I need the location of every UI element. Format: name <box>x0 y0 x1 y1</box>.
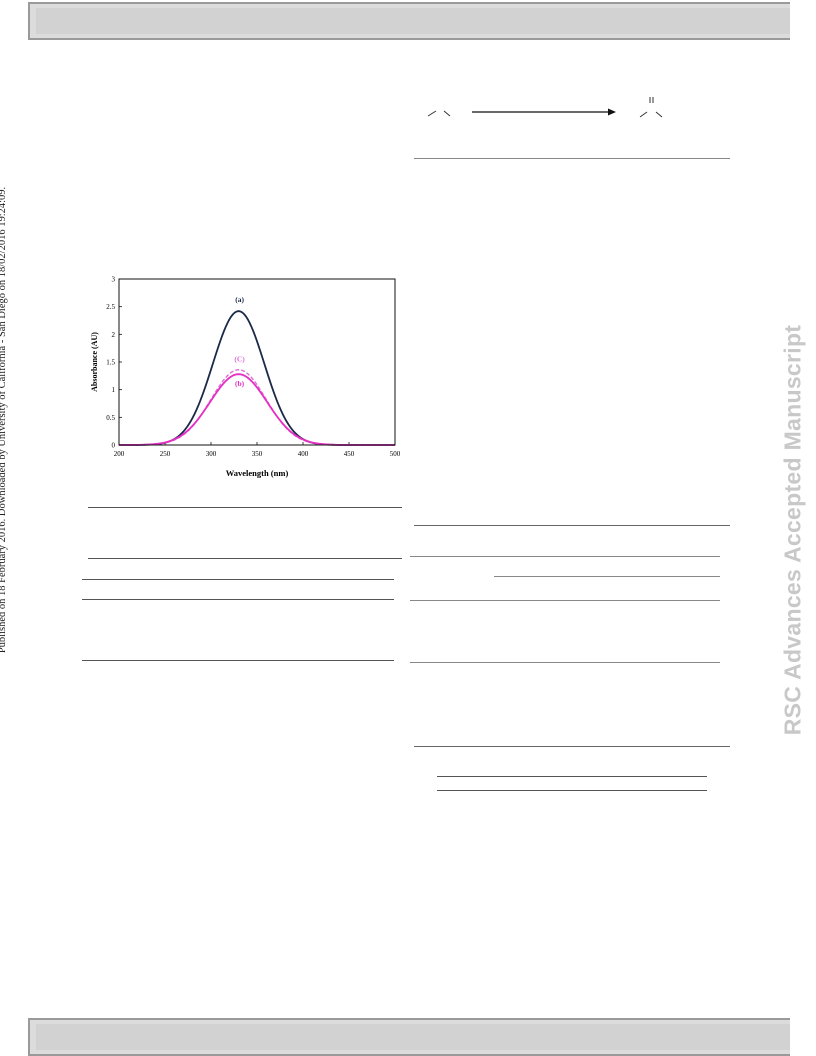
table-rule <box>410 556 720 557</box>
x-tick-label: 500 <box>390 450 401 458</box>
x-tick-label: 300 <box>206 450 217 458</box>
series-label: (a) <box>235 295 244 304</box>
x-tick-label: 400 <box>298 450 309 458</box>
table-rule <box>414 746 730 747</box>
x-tick-label: 350 <box>252 450 263 458</box>
x-axis-label: Wavelength (nm) <box>226 468 289 478</box>
series-label: (b) <box>235 379 245 388</box>
y-tick-label: 1 <box>112 386 116 394</box>
table-rule <box>82 599 394 600</box>
header-band <box>28 2 790 40</box>
y-tick-label: 1.5 <box>106 359 115 367</box>
table-rule <box>494 576 720 577</box>
plot-frame <box>118 278 396 446</box>
series-line-2 <box>119 373 395 446</box>
y-axis-label: Absorbance (AU) <box>90 332 99 392</box>
publication-note: Published on 18 February 2016. Downloade… <box>0 186 8 654</box>
table-rule <box>410 662 720 663</box>
y-tick-label: 3 <box>112 276 116 284</box>
table-rule <box>82 579 394 580</box>
table-rule <box>437 790 707 791</box>
reaction-scheme <box>427 97 663 118</box>
x-tick-label: 450 <box>344 450 355 458</box>
y-tick-label: 2 <box>112 331 116 339</box>
x-tick-label: 250 <box>160 450 171 458</box>
table-rule <box>437 776 707 777</box>
table-rule <box>88 507 402 508</box>
x-tick-label: 200 <box>114 450 125 458</box>
y-tick-label: 0.5 <box>106 414 115 422</box>
y-ticks-group: 0 0.5 1 1.5 2 2.5 3 <box>106 276 122 450</box>
x-ticks-group: 200 250 300 350 400 450 500 <box>114 442 401 458</box>
absorbance-chart: 0 0.5 1 1.5 2 2.5 3 200 250 300 350 400 450 500 Abso… <box>90 276 401 479</box>
y-tick-label: 0 <box>112 442 116 450</box>
footer-band <box>28 1018 790 1056</box>
series-label: (C) <box>234 355 245 364</box>
journal-watermark: RSC Advances Accepted Manuscript <box>779 324 806 736</box>
series-line-1 <box>119 369 395 446</box>
y-tick-label: 2.5 <box>106 303 115 311</box>
table-rule <box>88 558 402 559</box>
table-rule <box>82 660 394 661</box>
table-rule <box>414 525 730 526</box>
table-rule <box>410 600 720 601</box>
series-line-0 <box>119 310 395 446</box>
scheme-rule <box>414 158 730 159</box>
